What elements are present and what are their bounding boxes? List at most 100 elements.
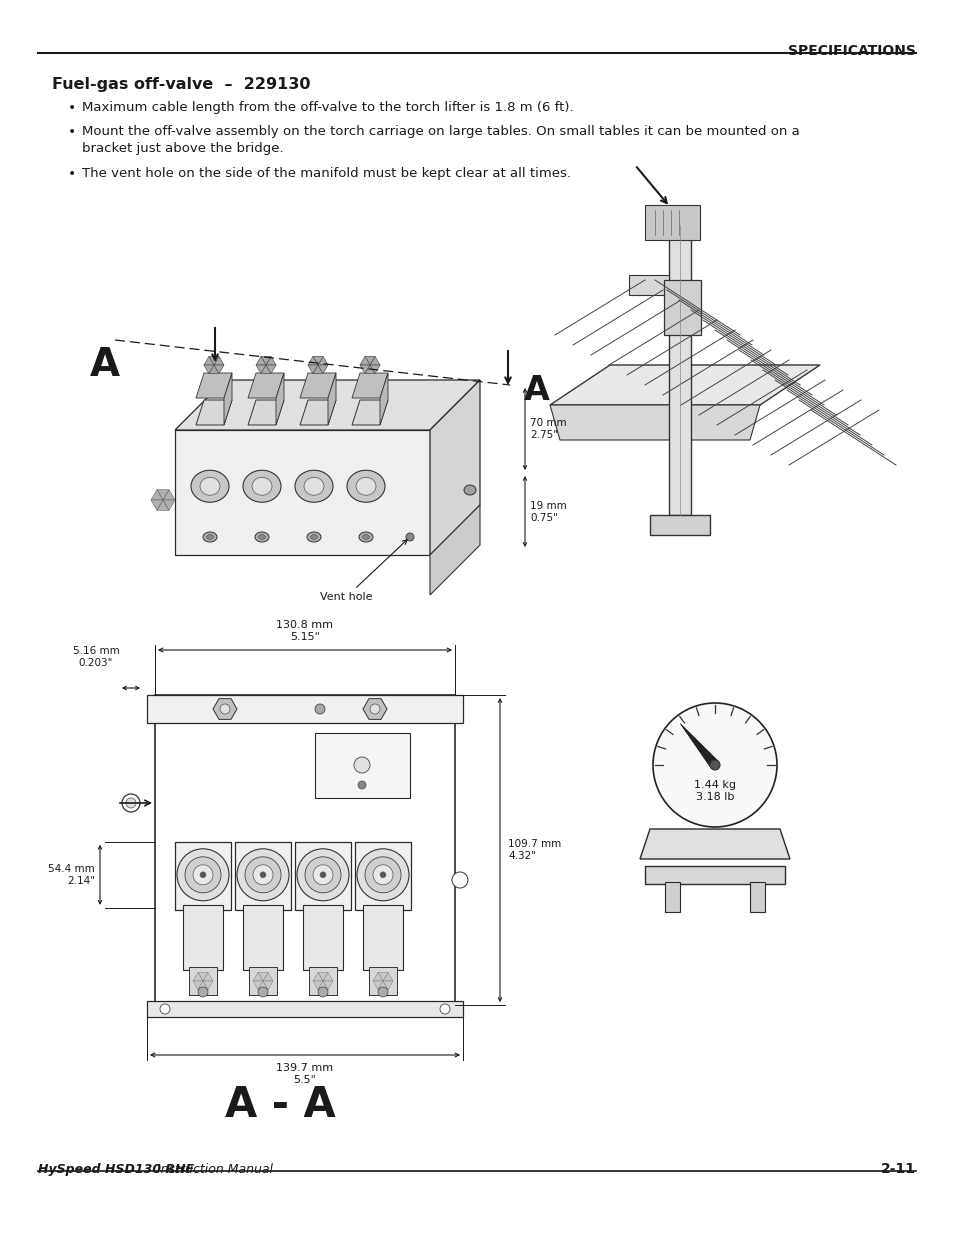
Polygon shape <box>373 972 382 981</box>
Circle shape <box>305 857 340 893</box>
Text: 2-11: 2-11 <box>880 1162 915 1176</box>
Text: 19 mm
0.75": 19 mm 0.75" <box>530 501 566 522</box>
Polygon shape <box>209 357 219 366</box>
Circle shape <box>200 872 206 878</box>
Circle shape <box>177 848 229 900</box>
Polygon shape <box>328 373 335 425</box>
Text: 130.8 mm
5.15": 130.8 mm 5.15" <box>276 620 334 642</box>
Circle shape <box>452 872 468 888</box>
Circle shape <box>379 872 386 878</box>
Ellipse shape <box>252 477 272 495</box>
Circle shape <box>357 781 366 789</box>
Text: A: A <box>523 373 549 406</box>
Text: Maximum cable length from the off-valve to the torch lifter is 1.8 m (6 ft).: Maximum cable length from the off-valve … <box>82 101 573 115</box>
Circle shape <box>245 857 281 893</box>
Polygon shape <box>151 489 163 500</box>
Circle shape <box>296 848 349 900</box>
Circle shape <box>370 704 379 714</box>
Text: Instruction Manual: Instruction Manual <box>152 1162 273 1176</box>
Ellipse shape <box>362 535 369 540</box>
Polygon shape <box>203 972 213 981</box>
Polygon shape <box>198 981 208 989</box>
Bar <box>663 280 700 335</box>
Polygon shape <box>359 366 370 374</box>
Text: HySpeed HSD130 RHF: HySpeed HSD130 RHF <box>38 1162 193 1176</box>
Ellipse shape <box>304 477 324 495</box>
Polygon shape <box>639 829 789 860</box>
Ellipse shape <box>307 532 320 542</box>
Bar <box>314 734 410 798</box>
Polygon shape <box>370 357 379 366</box>
Ellipse shape <box>203 532 216 542</box>
Polygon shape <box>157 500 169 510</box>
Text: •: • <box>68 125 76 138</box>
Polygon shape <box>266 366 275 374</box>
Polygon shape <box>352 400 388 425</box>
Circle shape <box>652 703 776 827</box>
Circle shape <box>709 760 720 769</box>
Polygon shape <box>213 366 224 374</box>
Circle shape <box>122 794 140 811</box>
Text: 54.4 mm
2.14": 54.4 mm 2.14" <box>49 864 95 885</box>
Polygon shape <box>193 981 203 989</box>
Circle shape <box>260 872 266 878</box>
Bar <box>249 967 276 995</box>
Circle shape <box>126 798 136 808</box>
Polygon shape <box>365 357 375 366</box>
Ellipse shape <box>191 471 229 503</box>
Circle shape <box>220 704 230 714</box>
Ellipse shape <box>200 477 220 495</box>
Text: bracket just above the bridge.: bracket just above the bridge. <box>82 142 283 156</box>
Circle shape <box>193 864 213 884</box>
Polygon shape <box>679 724 718 768</box>
Polygon shape <box>203 981 213 989</box>
Polygon shape <box>550 366 820 405</box>
Circle shape <box>317 987 328 997</box>
Polygon shape <box>213 357 224 366</box>
Text: Mount the off-valve assembly on the torch carriage on large tables. On small tab: Mount the off-valve assembly on the torc… <box>82 125 799 138</box>
Text: •: • <box>68 167 76 180</box>
Bar <box>243 905 283 969</box>
Polygon shape <box>261 366 271 374</box>
Polygon shape <box>163 489 174 500</box>
Text: Fuel-gas off-valve  –  229130: Fuel-gas off-valve – 229130 <box>52 77 310 91</box>
Circle shape <box>257 987 268 997</box>
Circle shape <box>356 848 409 900</box>
Circle shape <box>377 987 388 997</box>
Circle shape <box>313 864 333 884</box>
Circle shape <box>253 864 273 884</box>
Ellipse shape <box>358 532 373 542</box>
Polygon shape <box>261 357 271 366</box>
Polygon shape <box>317 981 328 989</box>
Circle shape <box>365 857 400 893</box>
Polygon shape <box>255 366 266 374</box>
Polygon shape <box>263 981 273 989</box>
Ellipse shape <box>258 535 265 540</box>
Polygon shape <box>157 489 169 500</box>
Ellipse shape <box>243 471 281 503</box>
Ellipse shape <box>310 535 317 540</box>
Text: Vent hole: Vent hole <box>319 540 407 601</box>
Polygon shape <box>151 500 163 510</box>
Polygon shape <box>163 500 174 510</box>
Circle shape <box>373 864 393 884</box>
Polygon shape <box>377 972 388 981</box>
Polygon shape <box>382 981 393 989</box>
Polygon shape <box>373 981 382 989</box>
Polygon shape <box>323 981 333 989</box>
Circle shape <box>198 987 208 997</box>
Ellipse shape <box>347 471 385 503</box>
Polygon shape <box>213 699 236 720</box>
Polygon shape <box>257 972 268 981</box>
Polygon shape <box>263 972 273 981</box>
Text: 109.7 mm
4.32": 109.7 mm 4.32" <box>507 840 560 861</box>
Bar <box>664 882 679 911</box>
Polygon shape <box>359 357 370 366</box>
Circle shape <box>439 1004 450 1014</box>
Bar <box>174 842 231 910</box>
Polygon shape <box>430 505 479 595</box>
Polygon shape <box>365 366 375 374</box>
Polygon shape <box>195 373 232 398</box>
Polygon shape <box>317 357 328 366</box>
Polygon shape <box>550 405 760 440</box>
